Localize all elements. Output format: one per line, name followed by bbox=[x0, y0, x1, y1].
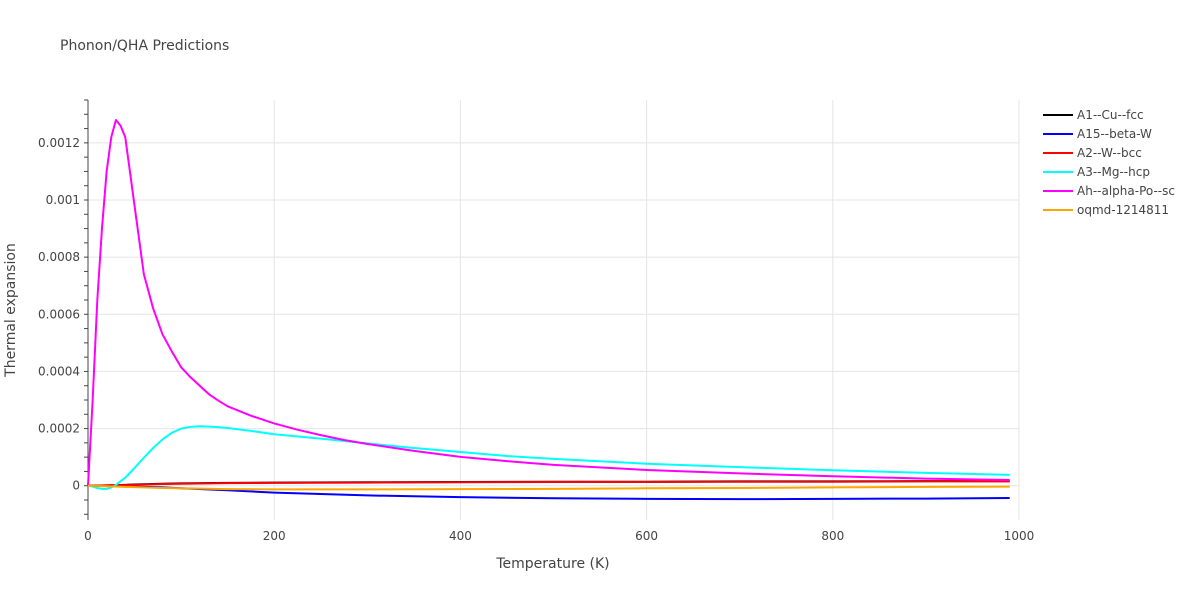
legend-item[interactable]: A15--beta-W bbox=[1043, 127, 1152, 141]
y-tick-label: 0.0004 bbox=[38, 364, 80, 378]
x-tick-label: 800 bbox=[821, 529, 844, 543]
y-tick-label: 0.001 bbox=[46, 193, 80, 207]
legend-item[interactable]: A2--W--bcc bbox=[1043, 146, 1142, 160]
series-line bbox=[87, 480, 1010, 487]
legend-label: Ah--alpha-Po--sc bbox=[1077, 184, 1175, 198]
x-tick-label: 0 bbox=[84, 529, 92, 543]
x-tick-label: 600 bbox=[635, 529, 658, 543]
x-axis-label: Temperature (K) bbox=[495, 556, 609, 572]
legend-item[interactable]: oqmd-1214811 bbox=[1043, 203, 1169, 217]
axes-layer: 0 200 400 600 800 1000 0 0.0002 0.0004 0.0006 0.00… bbox=[38, 99, 1035, 543]
chart-title: Phonon/QHA Predictions bbox=[60, 38, 229, 54]
legend-item[interactable]: Ah--alpha-Po--sc bbox=[1043, 184, 1175, 198]
x-tick-label: 200 bbox=[263, 529, 286, 543]
legend-item[interactable]: A1--Cu--fcc bbox=[1043, 108, 1144, 122]
y-tick-label: 0.0002 bbox=[38, 422, 80, 436]
y-tick-label: 0.0012 bbox=[38, 136, 80, 150]
legend-label: A2--W--bcc bbox=[1077, 146, 1142, 160]
series-line bbox=[87, 119, 1010, 486]
y-tick-label: 0.0006 bbox=[38, 307, 80, 321]
series-line bbox=[87, 484, 1010, 491]
y-tick-label: 0.0008 bbox=[38, 250, 80, 264]
grid-layer bbox=[88, 100, 1020, 520]
y-tick-label: 0 bbox=[72, 479, 80, 493]
series-line bbox=[87, 425, 1010, 490]
legend-label: oqmd-1214811 bbox=[1077, 203, 1169, 217]
legend-item[interactable]: A3--Mg--hcp bbox=[1043, 165, 1150, 179]
x-tick-label: 1000 bbox=[1004, 529, 1035, 543]
series-layer bbox=[87, 119, 1010, 501]
legend-label: A3--Mg--hcp bbox=[1077, 165, 1150, 179]
legend[interactable]: A1--Cu--fcc A15--beta-W A2--W--bcc A3--Mg--… bbox=[1043, 108, 1175, 217]
x-tick-label: 400 bbox=[449, 529, 472, 543]
y-axis-label: Thermal expansion bbox=[3, 243, 19, 378]
legend-label: A15--beta-W bbox=[1077, 127, 1152, 141]
legend-label: A1--Cu--fcc bbox=[1077, 108, 1144, 122]
